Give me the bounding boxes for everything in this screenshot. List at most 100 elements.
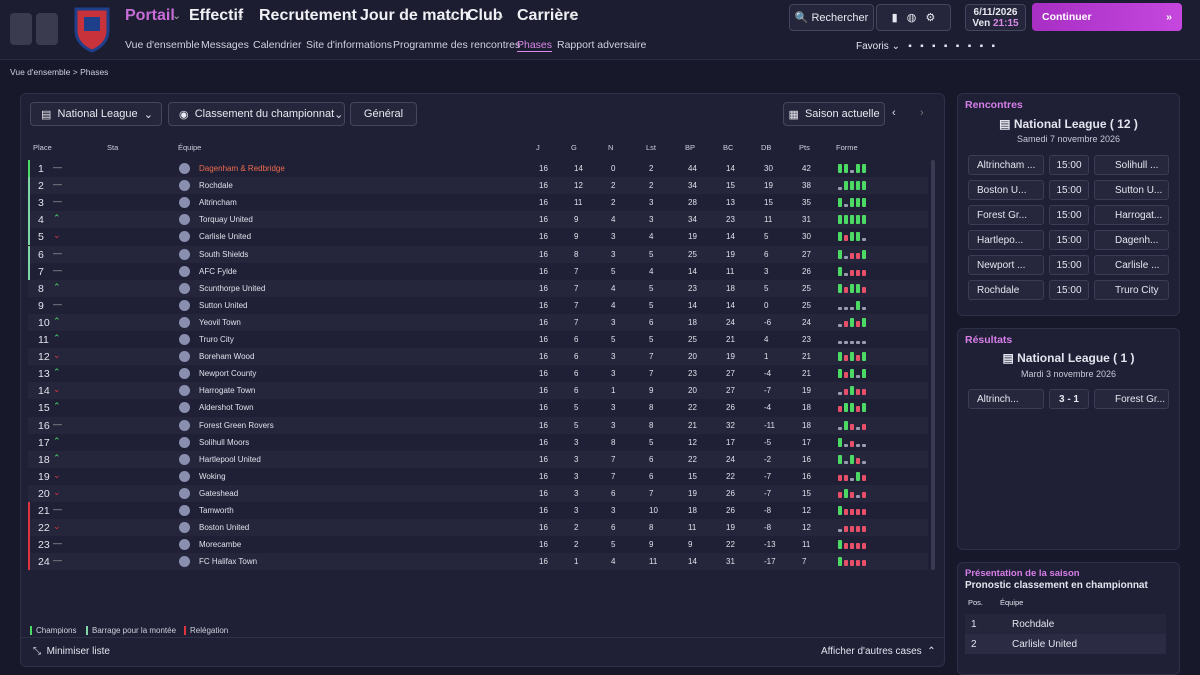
toolbar-icons[interactable]: ▮ ◍ ⚙ (876, 4, 951, 31)
table-row[interactable] (28, 262, 928, 280)
center[interactable]: 15:00 (1049, 230, 1089, 250)
team-name[interactable]: Tamworth (199, 506, 234, 515)
table-row[interactable] (28, 348, 928, 366)
prev-arrow[interactable]: ‹ (892, 107, 896, 119)
table-row[interactable] (28, 296, 928, 314)
preview-row[interactable] (965, 614, 1166, 634)
center[interactable]: 15:00 (1049, 255, 1089, 275)
table-row[interactable] (28, 331, 928, 348)
table-row[interactable] (28, 160, 928, 177)
search-button[interactable]: 🔍 Rechercher (789, 4, 874, 31)
table-row[interactable] (28, 536, 928, 554)
tab-chevron[interactable]: ⌄ (236, 10, 246, 22)
away-team[interactable]: Dagenh... (1094, 230, 1169, 250)
sub-tab[interactable]: Programme des rencontres (393, 39, 521, 51)
table-row[interactable] (28, 245, 928, 263)
next-arrow[interactable]: › (920, 107, 924, 119)
team-name[interactable]: Boreham Wood (199, 352, 255, 362)
preview-row[interactable] (965, 634, 1166, 654)
table-row[interactable] (28, 553, 928, 571)
scope-button[interactable]: Général (350, 102, 417, 126)
table-row[interactable] (28, 484, 928, 502)
col-header[interactable]: J (536, 143, 540, 152)
minimize[interactable]: ⤡ Minimiser liste (33, 646, 110, 657)
team-name[interactable]: Forest Green Rovers (199, 420, 274, 430)
center[interactable]: 3 - 1 (1049, 389, 1089, 409)
col-header[interactable]: Place (33, 143, 52, 152)
back-button[interactable] (10, 13, 32, 45)
table-row[interactable] (28, 211, 928, 229)
sub-tab[interactable]: Messages (201, 39, 249, 51)
sub-tab[interactable]: Vue d'ensemble (125, 39, 200, 51)
sub-tab[interactable]: Phases (517, 39, 553, 51)
home-team[interactable]: Rochdale (968, 280, 1044, 300)
table-row[interactable] (28, 279, 928, 297)
team-name[interactable]: Harrogate Town (199, 386, 256, 396)
sub-tab[interactable]: Rapport adversaire (557, 39, 647, 51)
nav-tab[interactable]: Carrière (517, 7, 579, 24)
col-header[interactable]: N (608, 143, 614, 152)
sub-tab[interactable]: Calendrier (253, 39, 302, 51)
col-header[interactable]: Pts (799, 143, 810, 152)
col-header[interactable]: BP (685, 143, 696, 152)
col-header[interactable]: Lst (646, 143, 657, 152)
date-box[interactable]: 6/11/2026 Ven 21:15 (965, 4, 1026, 31)
away-team[interactable]: Sutton U... (1094, 180, 1169, 200)
table-row[interactable] (28, 365, 928, 383)
table-row[interactable] (28, 450, 928, 468)
team-name[interactable]: Carlisle United (199, 232, 252, 242)
competition-select[interactable]: ▤ National League ⌄ (30, 102, 162, 126)
team-name[interactable]: FC Halifax Town (199, 557, 258, 567)
team-name[interactable]: Boston United (199, 523, 250, 533)
table-row[interactable] (28, 399, 928, 417)
tab-chevron[interactable]: ⌄ (496, 10, 506, 22)
table-row[interactable] (28, 502, 928, 519)
team-name[interactable]: Torquay United (199, 215, 253, 225)
team-name[interactable]: AFC Fylde (199, 266, 237, 276)
col-header[interactable]: DB (761, 143, 772, 152)
table-row[interactable] (28, 519, 928, 537)
center[interactable]: 15:00 (1049, 280, 1089, 300)
scrollbar[interactable] (931, 160, 935, 570)
team-name[interactable]: Yeovil Town (199, 317, 241, 327)
home-team[interactable]: Boston U... (968, 180, 1044, 200)
favorites[interactable]: Favoris ⌄ ▪ ▪ ▪ ▪ ▪ ▪ ▪ ▪ (856, 41, 995, 52)
center[interactable]: 15:00 (1049, 205, 1089, 225)
away-team[interactable]: Harrogat... (1094, 205, 1169, 225)
col-header[interactable]: Équipe (178, 143, 202, 152)
table-row[interactable] (28, 416, 928, 434)
team-name[interactable]: Sutton United (199, 300, 248, 310)
center[interactable]: 15:00 (1049, 155, 1089, 175)
nav-tab[interactable]: Effectif (189, 7, 244, 24)
forward-button[interactable] (36, 13, 58, 45)
season-select[interactable]: ▦ Saison actuelle (783, 102, 885, 126)
team-name[interactable]: Woking (199, 471, 226, 481)
team-name[interactable]: Morecambe (199, 540, 242, 550)
home-team[interactable]: Altrincham ... (968, 155, 1044, 175)
table-row[interactable] (28, 228, 928, 246)
sub-tab[interactable]: Site d'informations (306, 39, 393, 51)
home-team[interactable]: Hartlepo... (968, 230, 1044, 250)
nav-tab[interactable]: Portail (125, 7, 175, 24)
team-name[interactable]: Hartlepool United (199, 454, 261, 464)
table-row[interactable] (28, 313, 928, 331)
continue-button[interactable]: Continuer» (1032, 3, 1182, 31)
away-team[interactable]: Solihull ... (1094, 155, 1169, 175)
table-row[interactable] (28, 382, 928, 400)
tab-chevron[interactable]: ⌄ (567, 10, 577, 22)
view-select[interactable]: ◉ Classement du championnat ⌄ (168, 102, 345, 126)
team-name[interactable]: Dagenham & Redbridge (199, 164, 285, 173)
team-name[interactable]: Solihull Moors (199, 437, 250, 447)
col-header[interactable]: Sta (107, 143, 119, 152)
home-team[interactable]: Forest Gr... (968, 205, 1044, 225)
team-name[interactable]: Aldershot Town (199, 403, 254, 413)
team-name[interactable]: Truro City (199, 335, 234, 344)
tab-chevron[interactable]: ⌄ (345, 10, 355, 22)
home-team[interactable]: Newport ... (968, 255, 1044, 275)
away-team[interactable]: Truro City (1094, 280, 1169, 300)
away-team[interactable]: Forest Gr... (1094, 389, 1169, 409)
nav-tab[interactable]: Club (467, 7, 503, 24)
table-row[interactable] (28, 433, 928, 451)
table-row[interactable] (28, 177, 928, 195)
away-team[interactable]: Carlisle ... (1094, 255, 1169, 275)
